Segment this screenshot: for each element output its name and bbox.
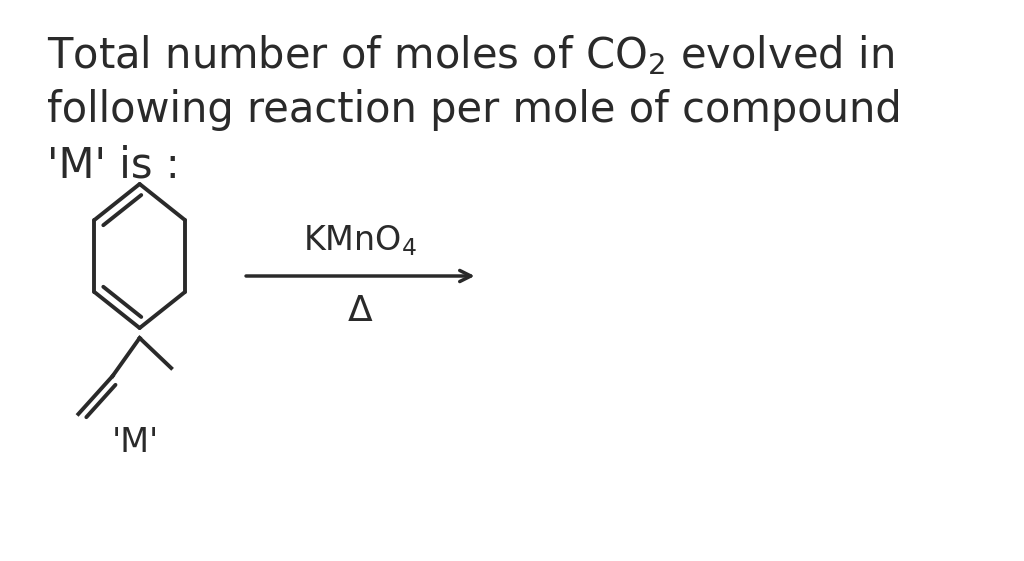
Text: Total number of moles of CO$_2$ evolved in: Total number of moles of CO$_2$ evolved …	[47, 33, 894, 77]
Text: $\Delta$: $\Delta$	[347, 294, 374, 328]
Text: 'M': 'M'	[112, 426, 159, 459]
Text: KMnO$_4$: KMnO$_4$	[303, 223, 418, 258]
Text: following reaction per mole of compound: following reaction per mole of compound	[47, 89, 901, 131]
Text: 'M' is :: 'M' is :	[47, 145, 179, 187]
